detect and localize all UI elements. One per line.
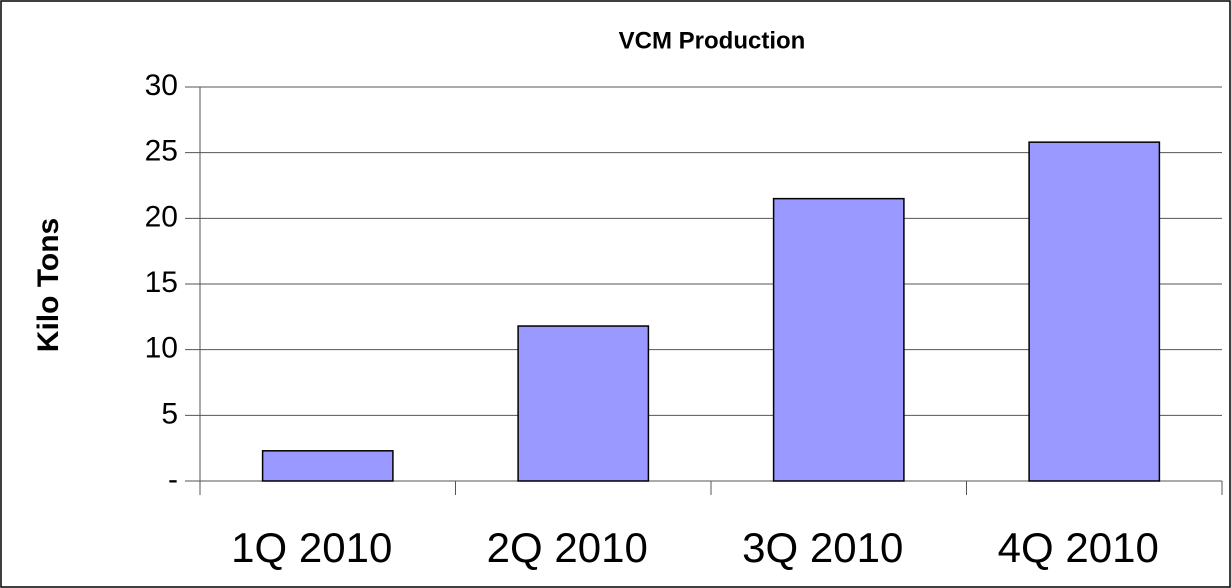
y-tick-label: 25 [145, 135, 178, 168]
bar [1028, 141, 1161, 482]
x-tick-label: 4Q 2010 [998, 524, 1159, 571]
bar [517, 325, 650, 482]
chart-title: VCM Production [619, 27, 806, 54]
x-tick-label: 2Q 2010 [487, 524, 648, 571]
y-tick-label: 10 [145, 332, 178, 365]
y-tick-label: 15 [145, 266, 178, 299]
x-tick-label: 1Q 2010 [231, 524, 392, 571]
y-tick-label: - [168, 463, 178, 496]
y-axis-label: Kilo Tons [32, 218, 65, 352]
y-tick-label: 30 [145, 69, 178, 102]
y-tick-label: 5 [161, 397, 178, 430]
bar [261, 450, 394, 482]
y-tick-label: 20 [145, 200, 178, 233]
bar [772, 197, 905, 482]
x-tick-label: 3Q 2010 [742, 524, 903, 571]
